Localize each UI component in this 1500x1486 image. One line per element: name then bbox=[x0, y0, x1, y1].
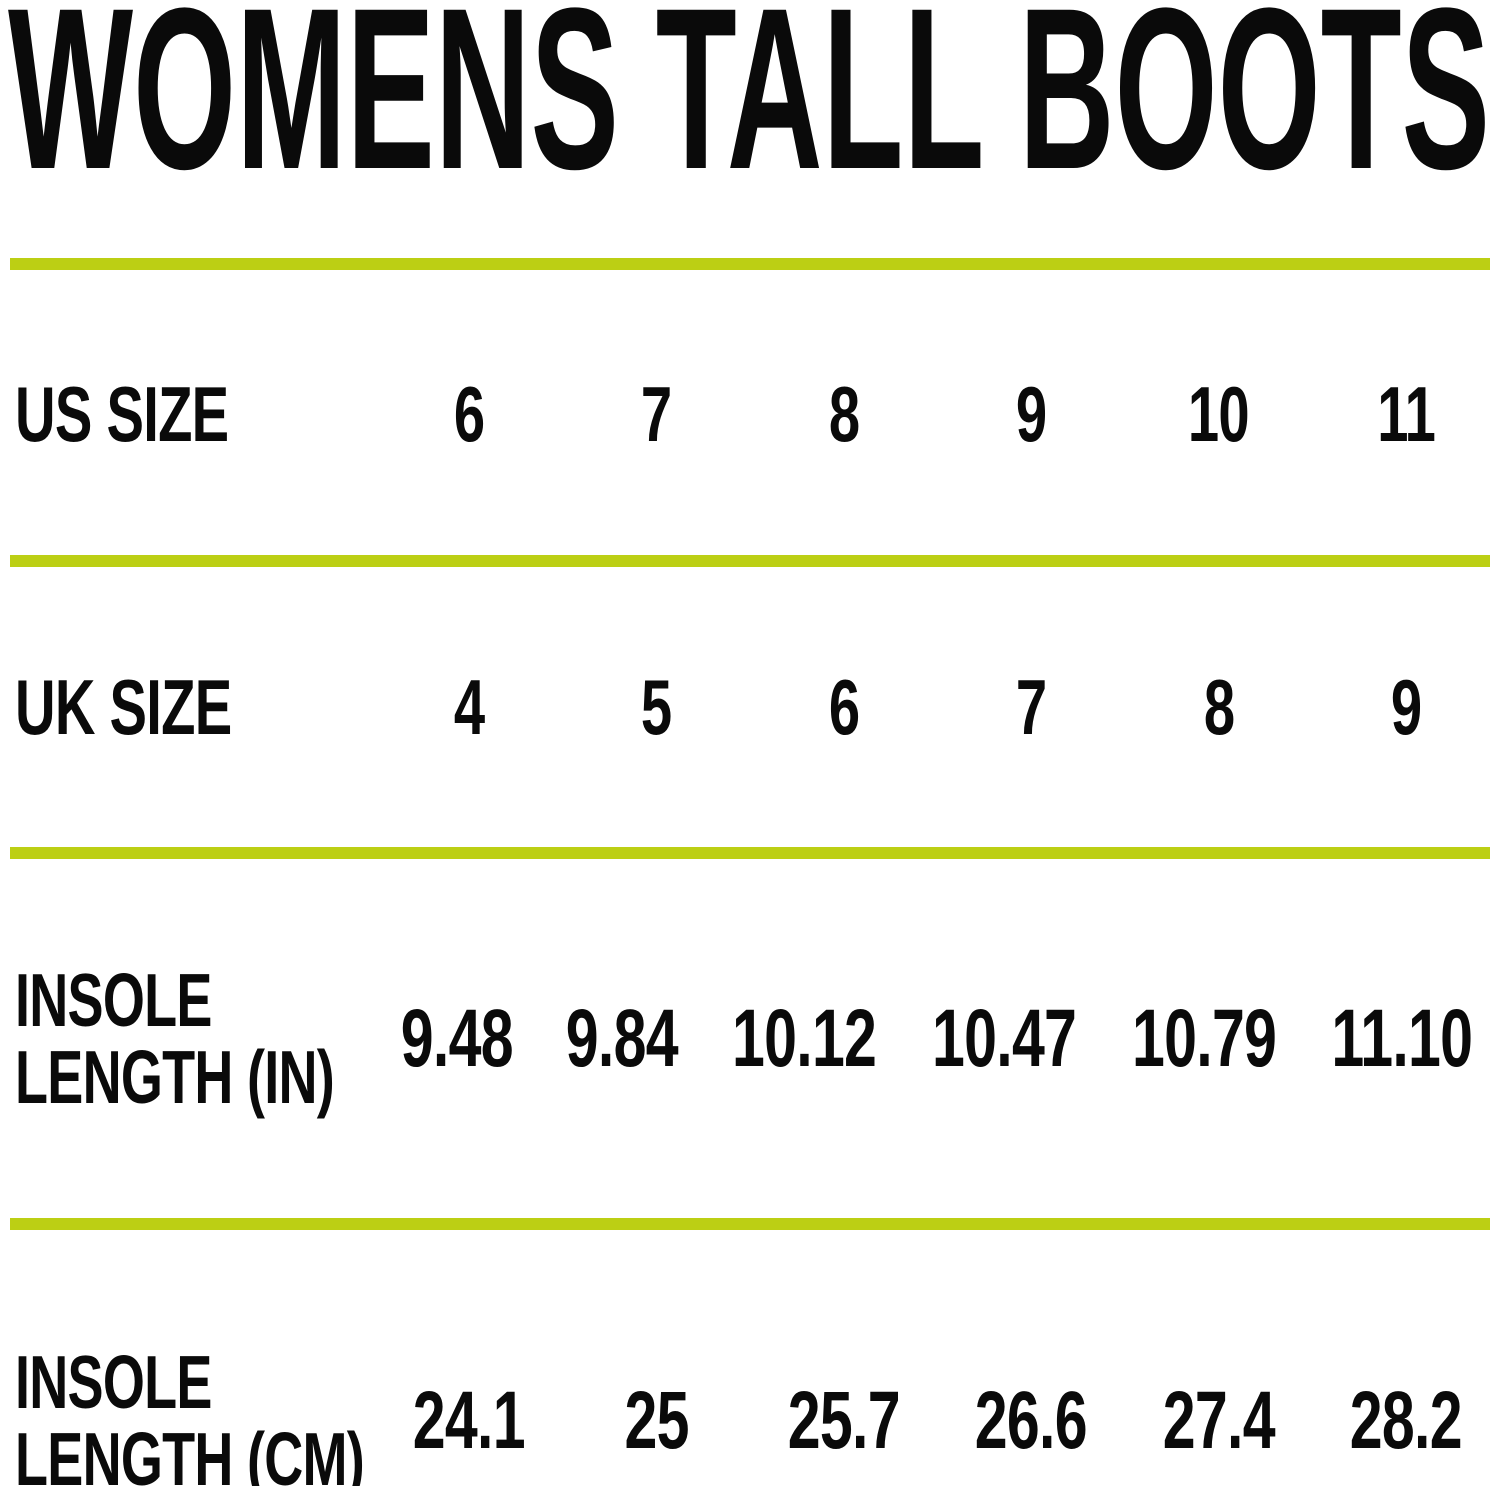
cell-text: 24.1 bbox=[412, 1374, 526, 1466]
cell-text: 10.79 bbox=[1132, 992, 1277, 1084]
row-label-us-size: US SIZE bbox=[0, 375, 375, 453]
divider-line bbox=[10, 258, 1490, 270]
row-label-text-line2: LENGTH (IN) bbox=[15, 1034, 335, 1119]
uk-size-value: 8 bbox=[1125, 668, 1313, 746]
uk-size-value: 9 bbox=[1313, 668, 1500, 746]
table-row-insole-inches: INSOLE LENGTH (IN) 9.48 9.84 10.12 10.47… bbox=[0, 859, 1500, 1218]
cell-text: 9.84 bbox=[565, 992, 679, 1084]
row-label-text-line1: INSOLE bbox=[15, 1340, 212, 1424]
cell-text: 7 bbox=[640, 369, 672, 458]
uk-size-value: 4 bbox=[375, 668, 563, 746]
cell-text: 11 bbox=[1377, 369, 1436, 458]
cell-text: 6 bbox=[828, 663, 860, 751]
cell-text: 10 bbox=[1188, 369, 1250, 458]
uk-size-value: 7 bbox=[938, 668, 1126, 746]
cell-text: 9 bbox=[1015, 369, 1047, 458]
cell-text: 10.12 bbox=[731, 992, 877, 1084]
insole-cm-value: 25 bbox=[563, 1374, 751, 1466]
row-label-text-line1: INSOLE bbox=[15, 958, 212, 1042]
us-size-value: 7 bbox=[563, 375, 751, 453]
insole-cm-value: 27.4 bbox=[1125, 1374, 1313, 1466]
uk-size-value: 5 bbox=[563, 668, 751, 746]
cell-text: 11.10 bbox=[1331, 992, 1474, 1084]
divider-line bbox=[10, 1218, 1490, 1230]
table-row-uk-size: UK SIZE 4 5 6 7 8 9 bbox=[0, 567, 1500, 847]
us-size-value: 10 bbox=[1125, 375, 1313, 453]
divider-line bbox=[10, 555, 1490, 567]
us-size-value: 8 bbox=[750, 375, 938, 453]
us-size-value: 11 bbox=[1313, 375, 1500, 453]
insole-cm-value: 28.2 bbox=[1313, 1374, 1500, 1466]
cell-text: 6 bbox=[453, 369, 485, 458]
cell-text: 9 bbox=[1390, 663, 1422, 751]
uk-size-value: 6 bbox=[750, 668, 938, 746]
row-label-text: US SIZE bbox=[15, 369, 229, 458]
cell-text: 10.47 bbox=[931, 992, 1077, 1084]
insole-in-value: 9.84 bbox=[539, 992, 703, 1084]
cell-text: 8 bbox=[1203, 663, 1235, 751]
cell-text: 4 bbox=[453, 663, 485, 751]
row-label-uk-size: UK SIZE bbox=[0, 668, 375, 746]
cell-text: 5 bbox=[640, 663, 672, 751]
cell-text: 28.2 bbox=[1350, 1374, 1463, 1466]
chart-title: WOMENS TALL BOOTS bbox=[8, 0, 1490, 217]
cell-text: 7 bbox=[1015, 663, 1047, 751]
cell-text: 25 bbox=[624, 1374, 689, 1466]
us-size-value: 9 bbox=[938, 375, 1126, 453]
divider-line bbox=[10, 847, 1490, 859]
insole-cm-value: 25.7 bbox=[750, 1374, 938, 1466]
cell-text: 9.48 bbox=[401, 992, 514, 1084]
cell-text: 8 bbox=[828, 369, 860, 458]
row-label-text: UK SIZE bbox=[15, 663, 232, 751]
row-label-text-line2: LENGTH (CM) bbox=[15, 1416, 365, 1486]
chart-title-text: WOMENS TALL BOOTS bbox=[8, 0, 1490, 217]
cell-text: 27.4 bbox=[1162, 1374, 1276, 1466]
cell-text: 25.7 bbox=[787, 1374, 901, 1466]
insole-cm-value: 24.1 bbox=[375, 1374, 563, 1466]
cell-text: 26.6 bbox=[975, 1374, 1088, 1466]
insole-in-value: 9.48 bbox=[375, 992, 539, 1084]
us-size-value: 6 bbox=[375, 375, 563, 453]
insole-in-value: 10.47 bbox=[904, 992, 1104, 1084]
row-label-insole-cm: INSOLE LENGTH (CM) bbox=[0, 1344, 375, 1486]
insole-in-value: 11.10 bbox=[1304, 992, 1500, 1084]
insole-in-value: 10.12 bbox=[704, 992, 904, 1084]
insole-in-value: 10.79 bbox=[1104, 992, 1304, 1084]
table-row-insole-cm: INSOLE LENGTH (CM) 24.1 25 25.7 26.6 27.… bbox=[0, 1230, 1500, 1486]
insole-cm-value: 26.6 bbox=[938, 1374, 1126, 1466]
table-row-us-size: US SIZE 6 7 8 9 10 11 bbox=[0, 272, 1500, 555]
row-label-insole-inches: INSOLE LENGTH (IN) bbox=[0, 962, 375, 1115]
